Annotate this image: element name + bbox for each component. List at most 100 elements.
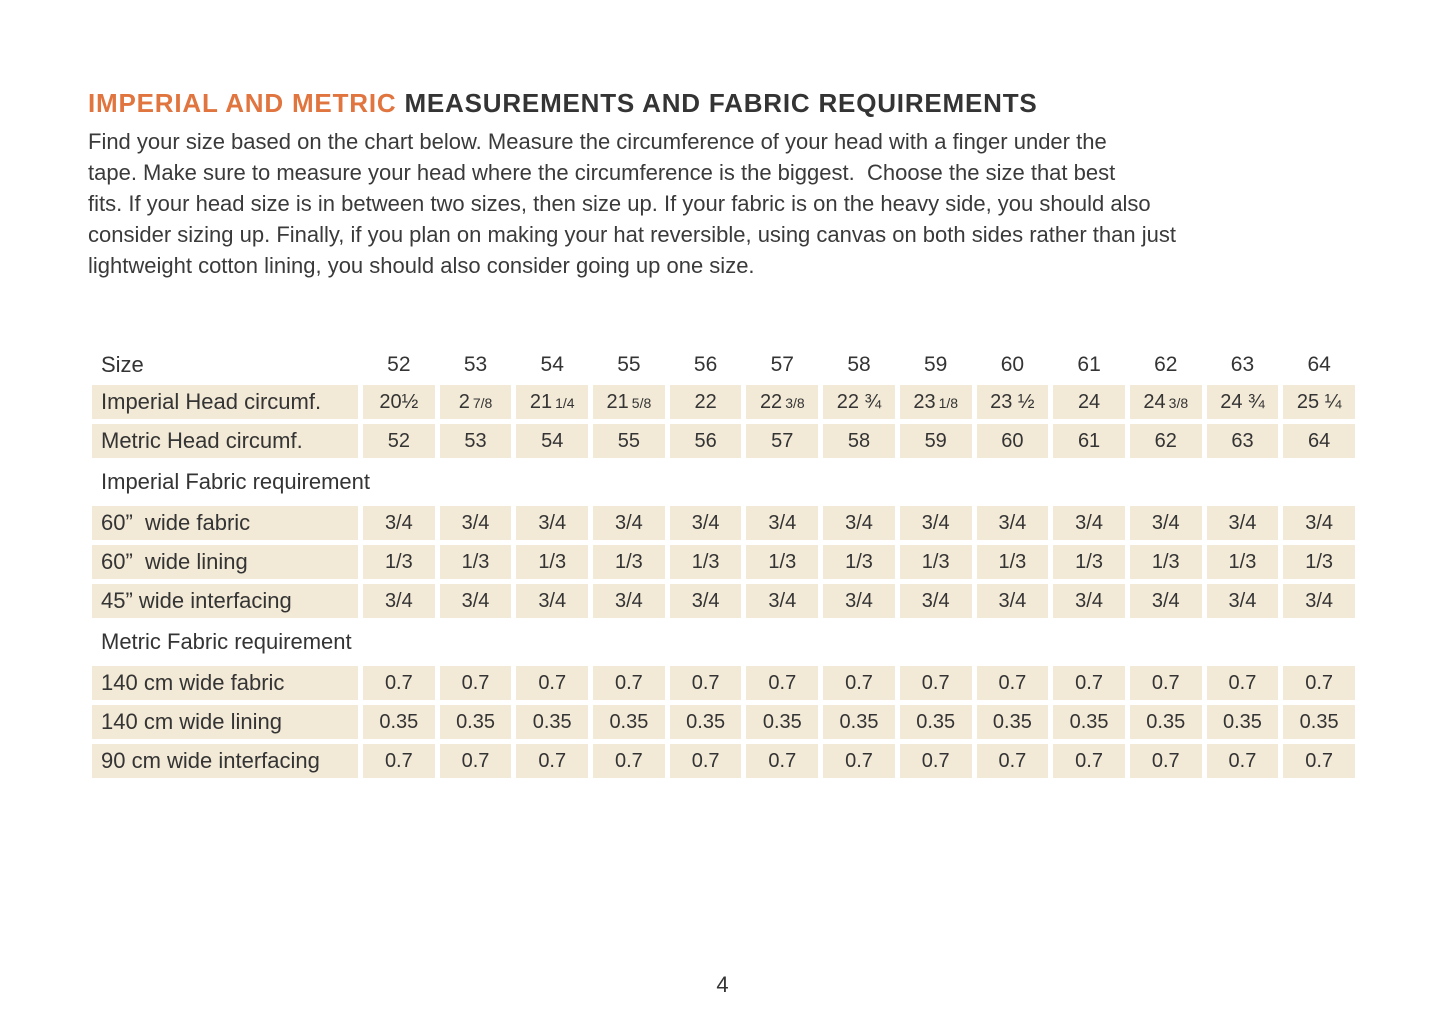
cell-value: 3/4 (691, 589, 720, 612)
cell-fraction: 1/4 (555, 395, 575, 411)
table-cell: 64 (1283, 424, 1355, 458)
cell-value: 0.7 (1075, 749, 1103, 772)
table-cell: 0.7 (1129, 666, 1202, 700)
table-cell: 0.35 (593, 705, 665, 739)
size-column-header: 56 (693, 353, 718, 376)
cell-value: 60 (1001, 429, 1024, 452)
table-cell: 0.7 (976, 666, 1049, 700)
table-cell: 3/4 (746, 506, 819, 540)
table-cell: 0.35 (976, 705, 1049, 739)
size-column-header: 60 (1000, 353, 1025, 376)
table-cell: 0.7 (1053, 744, 1125, 778)
table-cell: 1/3 (823, 545, 895, 579)
table-cell: 1/3 (363, 545, 435, 579)
table-cell: 3/4 (1053, 584, 1125, 618)
size-column-header: 52 (387, 353, 411, 376)
table-cell: 0.7 (439, 744, 512, 778)
cell-value: 0.7 (845, 671, 873, 694)
cell-value: 3/4 (1075, 511, 1103, 534)
table-cell: 3/4 (363, 506, 435, 540)
table-cell: 0.7 (899, 666, 972, 700)
cell-value: 1/3 (538, 550, 567, 573)
cell-value: 0.35 (1299, 710, 1339, 733)
cell-value: 0.7 (691, 671, 720, 694)
cell-value: 1/3 (1075, 550, 1103, 573)
table-cell: 0.7 (899, 744, 972, 778)
cell-value: 57 (771, 429, 794, 452)
cell-value: 1/3 (1151, 550, 1180, 573)
cell-value: 3/4 (845, 511, 873, 534)
cell-value: 0.35 (686, 710, 726, 733)
table-cell: 0.7 (823, 744, 895, 778)
cell-value: 0.7 (384, 749, 413, 772)
table-cell: 3/4 (1129, 506, 1202, 540)
cell-value: 0.7 (1151, 749, 1180, 772)
cell-value: 63 (1231, 429, 1254, 452)
cell-value: 3/4 (384, 511, 413, 534)
table-cell: 0.35 (746, 705, 819, 739)
table-cell: 3/4 (899, 584, 972, 618)
size-column-header: 58 (847, 353, 871, 376)
cell-value: 0.7 (921, 749, 950, 772)
cell-value: 22 ¾ (836, 390, 882, 413)
section-label: Metric Fabric requirement (101, 629, 352, 654)
cell-fraction: 7/8 (472, 395, 493, 411)
cell-value: 3/4 (1151, 511, 1180, 534)
cell-value: 3/4 (1075, 589, 1103, 612)
cell-value: 0.7 (768, 749, 797, 772)
table-cell: 1/3 (516, 545, 589, 579)
table-cell: 3/4 (823, 506, 895, 540)
table-cell: 3/4 (593, 506, 665, 540)
table-cell: 1/3 (1283, 545, 1355, 579)
table-cell: 1/3 (1206, 545, 1279, 579)
cell-value: 23 (913, 390, 936, 413)
cell-value: 0.7 (1075, 671, 1103, 694)
table-cell: 1/3 (1053, 545, 1125, 579)
cell-value: 1/3 (1228, 550, 1257, 573)
table-cell: 3/4 (593, 584, 665, 618)
cell-value: 1/3 (845, 550, 873, 573)
table-cell: 23 ½ (976, 385, 1049, 419)
cell-value: 24 ¾ (1220, 390, 1265, 413)
size-column-header: 55 (617, 353, 641, 376)
cell-value: 56 (694, 429, 717, 452)
table-cell: 0.7 (823, 666, 895, 700)
cell-value: 52 (387, 429, 410, 452)
cell-value: 0.35 (456, 710, 495, 733)
table-cell: 24 3/8 (1129, 385, 1202, 419)
cell-value: 3/4 (615, 589, 643, 612)
table-cell: 3/4 (669, 584, 742, 618)
table-cell: 3/4 (899, 506, 972, 540)
cell-value: 1/3 (615, 550, 643, 573)
row-label: 140 cm wide lining (92, 705, 358, 739)
table-cell: 24 ¾ (1206, 385, 1279, 419)
cell-value: 0.7 (1228, 749, 1257, 772)
table-cell: 22 ¾ (823, 385, 895, 419)
cell-value: 0.35 (1222, 710, 1262, 733)
table-cell: 0.7 (363, 666, 435, 700)
table-cell: 0.7 (439, 666, 512, 700)
cell-value: 3/4 (461, 589, 490, 612)
table-cell: 0.7 (593, 744, 665, 778)
cell-value: 55 (617, 429, 641, 452)
cell-value: 1/3 (691, 550, 720, 573)
table-cell: 0.7 (1206, 744, 1279, 778)
cell-value: 0.7 (538, 671, 567, 694)
cell-value: 0.35 (1146, 710, 1186, 733)
cell-value: 3/4 (921, 589, 950, 612)
row-label: 140 cm wide fabric (92, 666, 358, 700)
size-column-header: 63 (1230, 353, 1255, 376)
table-cell: 56 (669, 424, 742, 458)
table-cell: 3/4 (669, 506, 742, 540)
size-row-label: Size (101, 352, 144, 377)
table-cell: 0.35 (516, 705, 589, 739)
table-cell: 3/4 (1283, 584, 1355, 618)
table-cell: 0.7 (1129, 744, 1202, 778)
table-cell: 3/4 (976, 506, 1049, 540)
cell-value: 3/4 (538, 589, 567, 612)
cell-value: 0.35 (992, 710, 1032, 733)
table-cell: 3/4 (1053, 506, 1125, 540)
cell-value: 3/4 (1228, 589, 1257, 612)
table-cell: 3/4 (516, 506, 589, 540)
cell-value: 21 (529, 390, 553, 413)
